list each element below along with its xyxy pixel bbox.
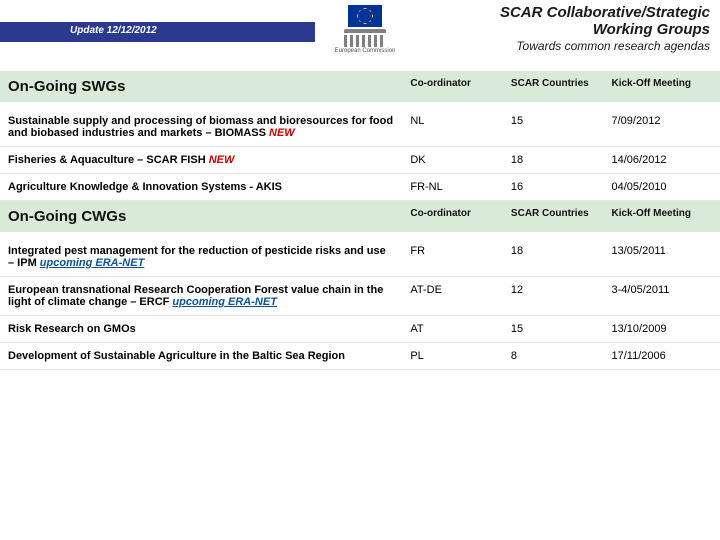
table-row: Integrated pest management for the reduc…	[0, 238, 720, 277]
row-coord: AT-DE	[402, 277, 503, 316]
row-desc: Development of Sustainable Agriculture i…	[0, 343, 402, 370]
main-table: On-Going SWGs Co-ordinator SCAR Countrie…	[0, 65, 720, 370]
logo-label: European Commission	[335, 48, 396, 54]
col-coordinator: Co-ordinator	[402, 71, 503, 102]
col-countries: SCAR Countries	[503, 201, 604, 233]
row-desc: Agriculture Knowledge & Innovation Syste…	[0, 174, 402, 201]
title-line3: Towards common research agendas	[410, 39, 710, 55]
era-net-tag: upcoming ERA-NET	[40, 257, 145, 269]
row-countries: 12	[503, 277, 604, 316]
row-countries: 15	[503, 108, 604, 147]
swg-section-header: On-Going SWGs Co-ordinator SCAR Countrie…	[0, 71, 720, 102]
row-kickoff: 14/06/2012	[604, 147, 720, 174]
table-row: Sustainable supply and processing of bio…	[0, 108, 720, 147]
eu-flag-icon	[348, 5, 382, 27]
table-row: Fisheries & Aquaculture – SCAR FISH NEW …	[0, 147, 720, 174]
era-net-tag: upcoming ERA-NET	[172, 296, 277, 308]
row-kickoff: 13/10/2009	[604, 316, 720, 343]
title-line1: SCAR Collaborative/Strategic	[410, 4, 710, 21]
header-bar	[0, 22, 315, 42]
row-desc: Risk Research on GMOs	[0, 316, 402, 343]
row-countries: 16	[503, 174, 604, 201]
row-coord: NL	[402, 108, 503, 147]
row-kickoff: 17/11/2006	[604, 343, 720, 370]
col-countries: SCAR Countries	[503, 71, 604, 102]
row-coord: FR-NL	[402, 174, 503, 201]
table-row: Risk Research on GMOs AT 15 13/10/2009	[0, 316, 720, 343]
row-countries: 15	[503, 316, 604, 343]
row-kickoff: 7/09/2012	[604, 108, 720, 147]
swg-title: On-Going SWGs	[0, 71, 402, 102]
col-kickoff: Kick-Off Meeting	[604, 201, 720, 233]
table-row: European transnational Research Cooperat…	[0, 277, 720, 316]
row-countries: 18	[503, 238, 604, 277]
cwg-title: On-Going CWGs	[0, 201, 402, 233]
row-coord: AT	[402, 316, 503, 343]
table-row: Development of Sustainable Agriculture i…	[0, 343, 720, 370]
row-countries: 18	[503, 147, 604, 174]
row-coord: PL	[402, 343, 503, 370]
ec-logo: European Commission	[320, 5, 410, 63]
row-desc: Fisheries & Aquaculture – SCAR FISH NEW	[0, 147, 402, 174]
update-text: Update 12/12/2012	[70, 25, 157, 36]
row-countries: 8	[503, 343, 604, 370]
row-kickoff: 04/05/2010	[604, 174, 720, 201]
row-kickoff: 3-4/05/2011	[604, 277, 720, 316]
new-tag: NEW	[269, 127, 295, 139]
row-desc: Integrated pest management for the reduc…	[0, 238, 402, 277]
row-coord: DK	[402, 147, 503, 174]
row-kickoff: 13/05/2011	[604, 238, 720, 277]
row-desc: European transnational Research Cooperat…	[0, 277, 402, 316]
title-line2: Working Groups	[410, 21, 710, 38]
header: Update 12/12/2012 European Commission SC…	[0, 0, 720, 65]
row-desc: Sustainable supply and processing of bio…	[0, 108, 402, 147]
col-coordinator: Co-ordinator	[402, 201, 503, 233]
new-tag: NEW	[209, 154, 235, 166]
col-kickoff: Kick-Off Meeting	[604, 71, 720, 102]
table-row: Agriculture Knowledge & Innovation Syste…	[0, 174, 720, 201]
pillars-icon	[344, 29, 386, 47]
cwg-section-header: On-Going CWGs Co-ordinator SCAR Countrie…	[0, 201, 720, 233]
title-block: SCAR Collaborative/Strategic Working Gro…	[410, 4, 710, 54]
row-coord: FR	[402, 238, 503, 277]
